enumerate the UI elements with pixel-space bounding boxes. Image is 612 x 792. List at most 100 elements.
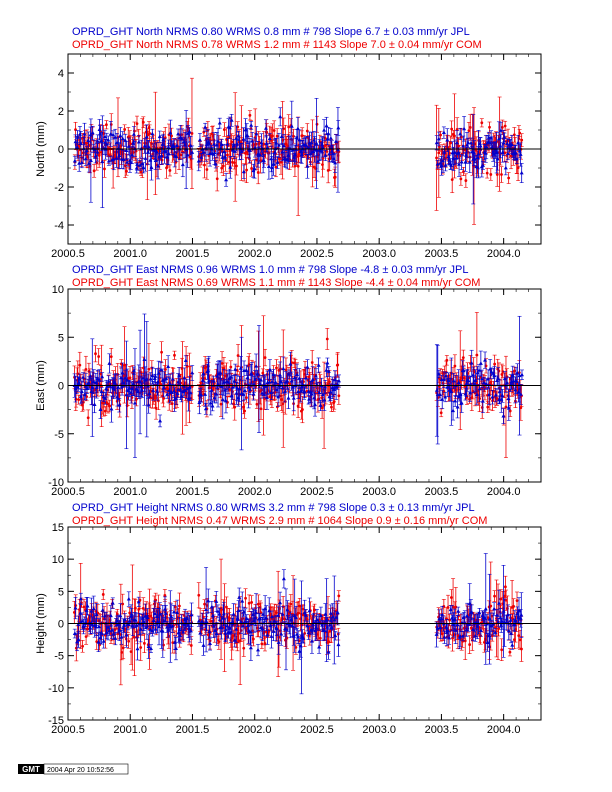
north-jpl-point xyxy=(314,141,319,145)
north-jpl-point xyxy=(106,158,111,163)
north-jpl-point xyxy=(519,170,524,175)
north-jpl-point xyxy=(509,142,514,146)
north-com-point xyxy=(123,128,127,131)
north-jpl-point xyxy=(443,163,448,167)
east-jpl-point xyxy=(233,367,238,371)
east-com-point xyxy=(508,409,512,413)
east-com-point xyxy=(320,406,324,410)
north-jpl-point xyxy=(75,145,80,149)
east-jpl-point xyxy=(147,391,152,396)
north-jpl-point xyxy=(326,131,331,136)
east-jpl-point xyxy=(230,385,235,389)
east-com-point xyxy=(332,400,336,404)
north-com-point xyxy=(104,123,108,127)
east-com-point xyxy=(243,409,247,413)
north-jpl-point xyxy=(220,155,225,159)
east-jpl-point xyxy=(183,358,188,363)
north-jpl-point xyxy=(272,150,277,154)
east-jpl-point xyxy=(226,380,231,384)
north-jpl-point xyxy=(223,154,228,159)
east-com-point xyxy=(328,380,331,384)
east-com-point xyxy=(504,405,508,409)
north-jpl-point xyxy=(131,132,136,136)
north-jpl-point xyxy=(320,145,325,149)
north-jpl-point xyxy=(203,125,208,129)
north-com-point xyxy=(480,121,484,125)
east-jpl-point xyxy=(156,371,161,375)
north-com-point xyxy=(287,125,291,129)
east-jpl-point xyxy=(237,386,242,391)
east-com-point xyxy=(147,367,151,371)
east-jpl-point xyxy=(142,357,147,362)
north-jpl-point xyxy=(454,155,459,160)
north-jpl-point xyxy=(135,162,140,166)
north-jpl-point xyxy=(185,152,190,157)
north-jpl-point xyxy=(165,155,170,159)
north-x-tick-label: 2000.5 xyxy=(51,248,85,260)
east-jpl-point xyxy=(167,388,172,392)
east-com-point xyxy=(204,365,208,369)
north-jpl-point xyxy=(476,155,481,160)
north-jpl-point xyxy=(442,150,447,154)
north-jpl-point xyxy=(123,138,128,142)
north-x-tick-label: 2002.0 xyxy=(238,248,272,260)
north-com-point xyxy=(129,142,133,146)
east-jpl-point xyxy=(234,391,239,395)
north-jpl-point xyxy=(157,134,162,139)
east-jpl-point xyxy=(209,388,214,392)
north-jpl-point xyxy=(90,130,95,135)
north-jpl-point xyxy=(457,162,462,166)
east-com-point xyxy=(493,362,497,366)
north-x-tick-label: 2004.0 xyxy=(487,248,521,260)
north-jpl-point xyxy=(187,129,192,134)
north-jpl-point xyxy=(124,148,129,153)
east-com-point xyxy=(275,366,278,370)
east-com-point xyxy=(439,411,443,415)
north-jpl-point xyxy=(156,163,161,168)
east-jpl-point xyxy=(117,403,122,407)
north-com-point xyxy=(123,164,127,168)
east-com-point xyxy=(292,361,296,365)
north-com-point xyxy=(325,150,329,153)
north-com-point xyxy=(300,134,304,138)
east-jpl-point xyxy=(179,394,184,398)
north-jpl-point xyxy=(100,159,105,164)
north-com-point xyxy=(148,132,151,135)
north-com-point xyxy=(222,128,226,131)
north-jpl-point xyxy=(131,141,136,145)
north-jpl-point xyxy=(454,140,459,145)
north-com-point xyxy=(459,177,463,181)
north-com-point xyxy=(282,127,286,131)
north-jpl-point xyxy=(106,137,111,142)
north-jpl-point xyxy=(469,140,474,145)
north-com-point xyxy=(296,164,300,168)
east-jpl-point xyxy=(148,376,153,381)
east-com-point xyxy=(330,405,333,409)
north-jpl-point xyxy=(472,150,477,155)
north-jpl-point xyxy=(212,150,217,155)
east-jpl-point xyxy=(218,371,223,375)
north-com-point xyxy=(437,151,441,155)
north-com-point xyxy=(141,120,145,124)
north-jpl-point xyxy=(224,177,229,182)
north-jpl-point xyxy=(241,137,246,141)
north-jpl-point xyxy=(247,148,252,153)
north-jpl-point xyxy=(120,136,125,141)
north-jpl-point xyxy=(327,151,332,156)
north-jpl-point xyxy=(324,123,329,128)
north-jpl-point xyxy=(249,123,254,127)
east-jpl-point xyxy=(91,379,96,384)
north-jpl-point xyxy=(502,135,507,139)
north-jpl-point xyxy=(93,153,98,158)
east-com-point xyxy=(220,362,224,365)
north-com-point xyxy=(450,178,454,182)
north-com-point xyxy=(168,169,172,172)
north-jpl-point xyxy=(113,135,118,139)
north-jpl-point xyxy=(266,164,271,168)
east-com-point xyxy=(219,402,223,406)
north-jpl-point xyxy=(111,157,116,161)
east-jpl-point xyxy=(97,378,102,382)
east-jpl-point xyxy=(132,400,137,405)
north-jpl-point xyxy=(252,166,257,171)
north-axis-ticks: 2000.5 2001.0 2001.5 2002.0 2002.5 2003.0 2003… xyxy=(51,53,542,260)
